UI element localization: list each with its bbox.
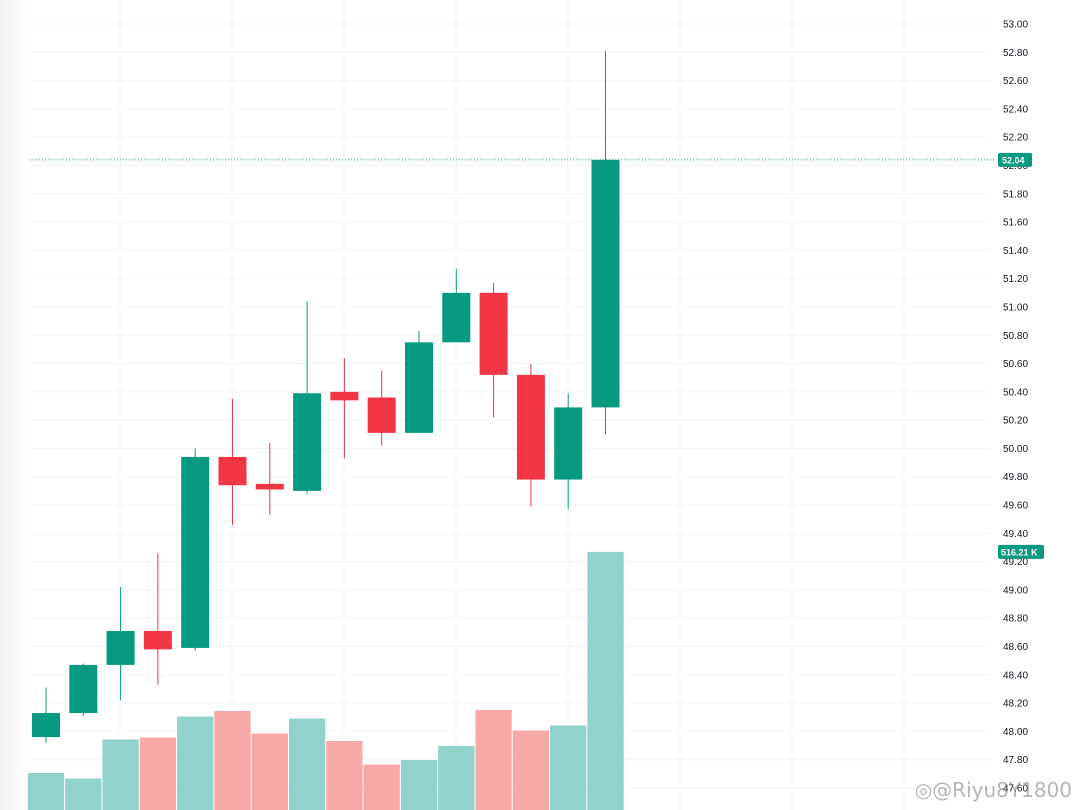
price-tick-label: 48.40 <box>1003 670 1028 681</box>
volume-bar <box>550 725 587 810</box>
candle-body <box>405 342 433 433</box>
price-tick-label: 53.00 <box>1003 20 1028 31</box>
price-tick-label: 47.80 <box>1003 755 1028 766</box>
candle-body <box>367 397 396 433</box>
volume-bar <box>587 551 624 810</box>
candle-body <box>106 630 135 665</box>
price-tick-label: 52.20 <box>1003 133 1028 144</box>
last-price-badge <box>998 152 1032 167</box>
price-tick-label: 47.60 <box>1003 784 1028 795</box>
volume-bar <box>214 711 251 810</box>
candle-body <box>516 374 545 480</box>
price-tick-label: 50.40 <box>1003 387 1028 398</box>
price-tick-label: 50.20 <box>1003 416 1028 427</box>
volume-bar <box>139 737 177 810</box>
candle-body <box>330 391 359 401</box>
candle-body <box>442 292 471 343</box>
price-tick-label: 48.20 <box>1003 699 1028 710</box>
price-tick-label: 50.60 <box>1003 359 1028 370</box>
price-tick-label: 49.60 <box>1003 501 1028 512</box>
volume-bar <box>102 739 139 810</box>
price-tick-label: 49.00 <box>1003 585 1028 596</box>
candle-body <box>69 664 98 714</box>
volume-bar <box>27 773 65 810</box>
candle-body <box>32 713 60 738</box>
price-tick-label: 51.20 <box>1003 274 1028 285</box>
volume-bar <box>65 778 102 810</box>
candle-body <box>218 456 247 486</box>
candle-body <box>143 630 172 650</box>
price-tick-label: 49.80 <box>1003 472 1028 483</box>
volume-bar <box>363 764 400 810</box>
volume-bar <box>400 760 438 810</box>
price-tick-label: 48.60 <box>1003 642 1028 653</box>
candle-body <box>181 456 210 648</box>
last-price-label: 52.04 <box>1002 155 1025 165</box>
price-tick-label: 48.00 <box>1003 727 1028 738</box>
price-tick-label: 51.00 <box>1003 302 1028 313</box>
volume-bar <box>475 710 512 810</box>
candle-body <box>255 483 284 490</box>
price-tick-label: 51.80 <box>1003 189 1028 200</box>
price-tick-label: 50.00 <box>1003 444 1028 455</box>
watermark: ◎@Riyu8Y1800 <box>914 778 1072 802</box>
price-tick-label: 49.40 <box>1003 529 1028 540</box>
candle-body <box>293 393 322 491</box>
price-tick-label: 48.80 <box>1003 614 1028 625</box>
volume-bar <box>326 741 363 810</box>
volume-bar <box>438 746 475 810</box>
price-tick-label: 51.40 <box>1003 246 1028 257</box>
candle-body <box>479 292 508 375</box>
price-tick-label: 52.60 <box>1003 76 1028 87</box>
volume-bar <box>251 733 288 810</box>
left-shade <box>0 0 28 810</box>
price-tick-label: 52.40 <box>1003 104 1028 115</box>
last-volume-badge <box>998 544 1044 559</box>
volume-bar <box>512 730 550 810</box>
price-tick-label: 50.80 <box>1003 331 1028 342</box>
last-volume-label: 516.21 K <box>1001 547 1038 557</box>
candle-body <box>554 407 583 480</box>
price-tick-label: 49.20 <box>1003 557 1028 568</box>
price-tick-label: 52.80 <box>1003 48 1028 59</box>
candle-body <box>591 159 620 408</box>
price-tick-label: 51.60 <box>1003 218 1028 229</box>
volume-bar <box>177 716 214 810</box>
volume-bar <box>288 718 326 810</box>
